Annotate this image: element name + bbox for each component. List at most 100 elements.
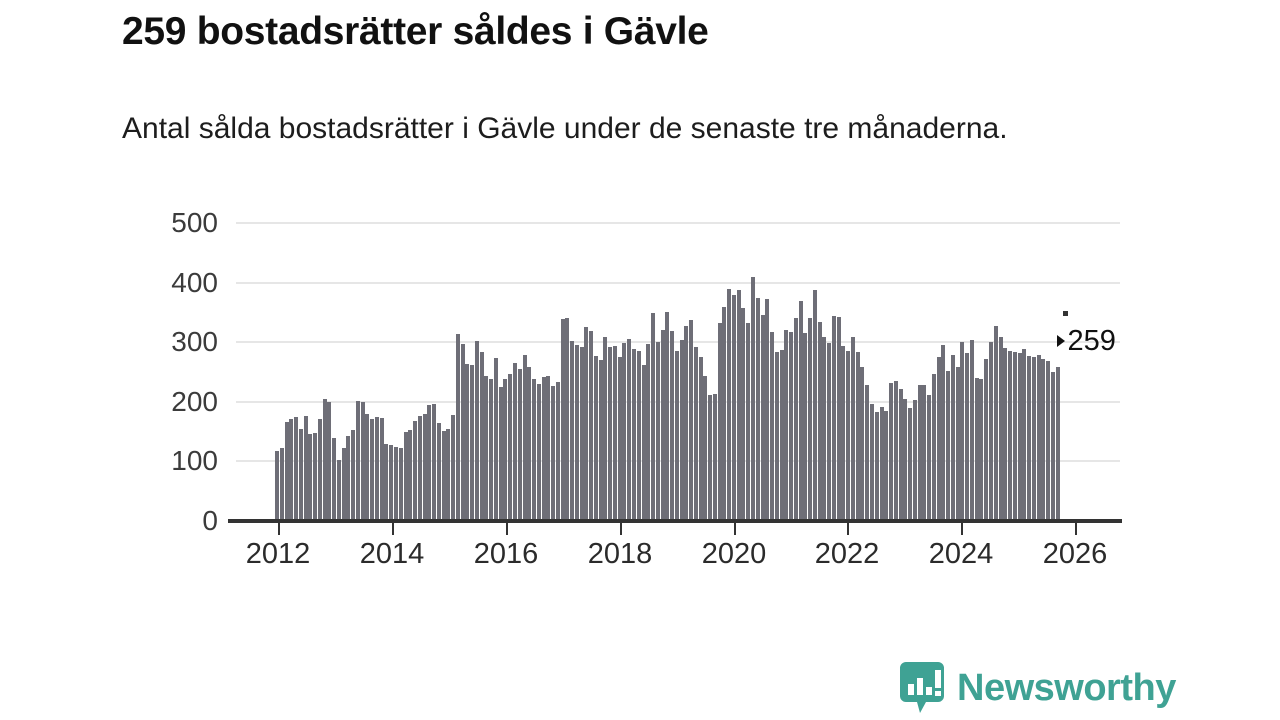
bar [636, 351, 641, 521]
bar [593, 355, 598, 521]
bar [912, 400, 917, 521]
bar [727, 288, 732, 521]
bar [960, 342, 965, 521]
bar [898, 389, 903, 521]
gridline [236, 281, 1120, 284]
plot-area [236, 223, 1120, 521]
bar [660, 330, 665, 521]
bar [589, 331, 594, 521]
bar [803, 333, 808, 521]
bar [275, 450, 279, 521]
bar [651, 313, 656, 521]
bar [936, 357, 941, 521]
annotation-marker-dot [1063, 310, 1069, 316]
bar [950, 355, 955, 521]
bar [870, 404, 874, 521]
page-subtitle: Antal sålda bostadsrätter i Gävle under … [122, 112, 1008, 145]
bar [436, 423, 441, 521]
bar [812, 290, 817, 521]
x-axis-line [228, 519, 1122, 523]
bar [698, 356, 703, 521]
bar [822, 336, 827, 521]
bar [346, 435, 351, 521]
bar [774, 351, 779, 521]
bar [284, 422, 289, 521]
bar [1022, 349, 1027, 521]
newsworthy-logo[interactable]: Newsworthy [900, 662, 1176, 714]
bar [341, 447, 346, 521]
bar [941, 345, 946, 521]
x-axis-tick-mark [392, 523, 394, 535]
highlight-value-label: 259 [1067, 324, 1116, 357]
y-axis-tick-label: 100 [171, 445, 218, 477]
bar [693, 346, 698, 521]
bar [370, 419, 375, 521]
bar [793, 318, 798, 521]
bar [413, 421, 418, 521]
bar [655, 341, 660, 521]
bar [365, 414, 370, 521]
bar [465, 363, 470, 521]
bar [570, 341, 575, 521]
bar [484, 375, 489, 521]
bar [513, 363, 517, 521]
x-axis-tick-label: 2022 [814, 538, 880, 570]
bar [1003, 347, 1008, 521]
bar [379, 417, 384, 521]
bar [351, 430, 356, 521]
bar [508, 373, 513, 521]
bar [355, 400, 360, 521]
bar [498, 386, 503, 521]
bar [993, 326, 998, 521]
bar [294, 416, 299, 521]
bar [536, 383, 541, 521]
bar [736, 290, 741, 521]
bar [746, 322, 751, 521]
bar [855, 351, 860, 521]
bar [303, 415, 308, 521]
bar [336, 459, 341, 521]
bar [322, 399, 327, 521]
bar [798, 301, 803, 521]
bar [751, 277, 755, 521]
bar [279, 448, 284, 521]
bar [460, 344, 465, 521]
bar [579, 346, 584, 521]
annotation-arrow-icon [1057, 334, 1066, 347]
x-axis-tick-label: 2024 [928, 538, 994, 570]
bar [646, 344, 651, 521]
y-axis-tick-label: 400 [171, 266, 218, 298]
bar [403, 431, 408, 521]
bar [684, 325, 689, 521]
bar [470, 364, 475, 521]
bar [884, 410, 889, 521]
bar [455, 334, 460, 521]
bar [489, 378, 494, 521]
bar [965, 352, 970, 521]
bar [998, 336, 1003, 521]
bar [717, 322, 722, 521]
bar-series [236, 223, 1120, 521]
bar [741, 308, 746, 521]
bar [827, 343, 832, 521]
y-axis-tick-label: 500 [171, 207, 218, 238]
bar [679, 340, 684, 521]
gridline [236, 341, 1120, 344]
bar [327, 401, 332, 521]
bar [931, 373, 936, 521]
bar [1041, 359, 1046, 521]
gridline [236, 222, 1120, 224]
bar [908, 407, 913, 521]
bar [298, 429, 303, 521]
bar [722, 307, 727, 521]
bar [374, 416, 379, 521]
bar [532, 379, 537, 521]
bar [903, 398, 908, 521]
bar [874, 411, 879, 521]
bar [360, 402, 365, 521]
bar [989, 342, 993, 521]
x-axis-tick-mark [847, 523, 849, 535]
bar [541, 377, 546, 521]
